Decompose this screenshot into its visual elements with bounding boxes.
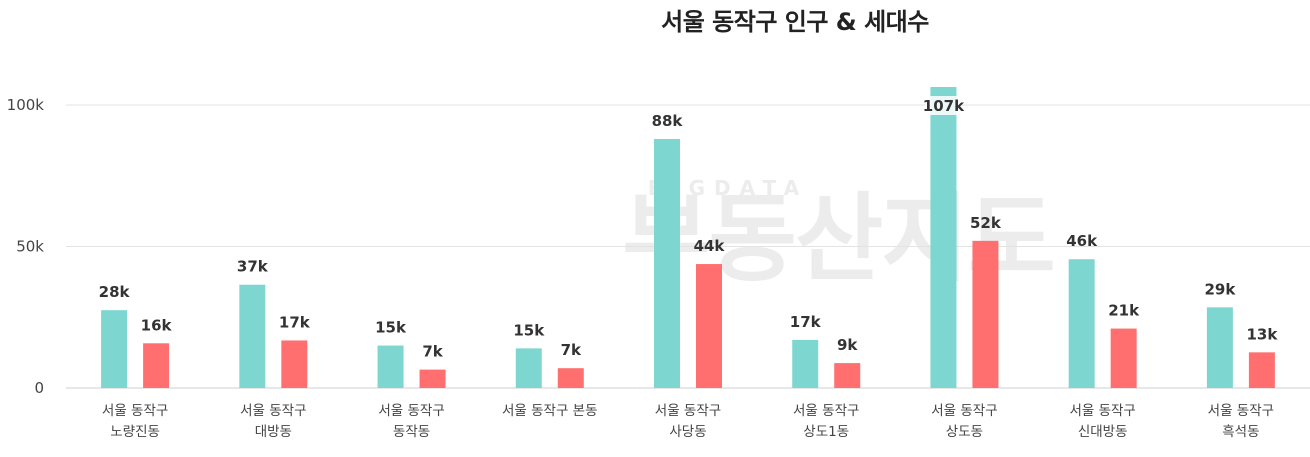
- x-tick-label: 노량진동: [110, 424, 160, 440]
- data-label: 17k: [279, 313, 311, 331]
- x-tick-label: 신대방동: [1078, 424, 1128, 440]
- data-label: 15k: [375, 319, 407, 337]
- bar-series-1: [930, 87, 957, 388]
- y-tick-label: 100k: [7, 96, 45, 114]
- bar-series-2: [834, 363, 861, 388]
- data-label: 16k: [141, 316, 173, 334]
- x-tick-label: 흑석동: [1222, 424, 1259, 440]
- x-tick-label: 서울 동작구: [240, 403, 306, 419]
- x-tick-label: 서울 동작구 본동: [502, 403, 598, 419]
- data-label: 9k: [837, 336, 858, 354]
- x-tick-label: 서울 동작구: [655, 403, 721, 419]
- x-tick-label: 서울 동작구: [1069, 403, 1135, 419]
- data-label-backdrop: [925, 96, 962, 115]
- bar-series-2: [972, 240, 999, 388]
- x-tick-label: 상도동: [946, 424, 983, 440]
- bar-series-1: [515, 348, 542, 388]
- data-label: 7k: [422, 343, 443, 361]
- bar-series-1: [792, 339, 819, 388]
- data-label: 37k: [237, 258, 269, 276]
- bars: [101, 87, 1275, 388]
- bar-series-1: [1068, 259, 1095, 388]
- data-label: 107k: [923, 97, 965, 115]
- y-tick-label: 0: [34, 379, 44, 397]
- x-tick-label: 동작동: [393, 424, 430, 440]
- bar-series-2: [1248, 352, 1275, 388]
- bar-series-2: [557, 368, 584, 388]
- data-label: 44k: [694, 237, 726, 255]
- bar-series-1: [654, 138, 680, 388]
- bar-series-1: [377, 345, 404, 388]
- data-label: 17k: [790, 313, 822, 331]
- bar-series-2: [696, 264, 722, 388]
- bar-series-1: [101, 310, 128, 388]
- y-tick-label: 50k: [16, 238, 44, 256]
- chart-title: 서울 동작구 인구 & 세대수: [661, 8, 929, 36]
- x-tick-label: 서울 동작구: [793, 403, 859, 419]
- data-label: 28k: [99, 283, 131, 301]
- bar-series-2: [419, 369, 446, 388]
- x-tick-label: 상도1동: [803, 424, 849, 440]
- x-tick-label: 서울 동작구: [102, 403, 168, 419]
- x-tick-label: 서울 동작구: [378, 403, 444, 419]
- data-label: 46k: [1066, 232, 1098, 250]
- data-label: 52k: [970, 214, 1002, 232]
- data-label: 21k: [1108, 302, 1140, 320]
- bar-series-1: [1206, 307, 1233, 388]
- data-labels: 28k 16k 37k 17k 15k 7k 15k 7k 88k 44k 17k 9k 107k 52k…: [99, 96, 1278, 361]
- y-axis: 0 50k 100k: [7, 96, 45, 397]
- bar-series-2: [1110, 328, 1137, 388]
- data-label: 29k: [1204, 280, 1236, 298]
- grid-lines: [66, 104, 1310, 389]
- data-label: 7k: [561, 341, 582, 359]
- bar-series-2: [143, 343, 170, 388]
- bar-series-2: [281, 340, 308, 388]
- x-tick-label: 대방동: [255, 424, 292, 440]
- data-label: 15k: [513, 321, 545, 339]
- x-tick-label: 서울 동작구: [931, 403, 997, 419]
- data-label: 88k: [652, 112, 684, 130]
- bar-series-1: [239, 284, 266, 388]
- x-tick-label: 서울 동작구: [1208, 403, 1274, 419]
- data-label: 13k: [1246, 325, 1278, 343]
- x-tick-label: 사당동: [669, 424, 706, 440]
